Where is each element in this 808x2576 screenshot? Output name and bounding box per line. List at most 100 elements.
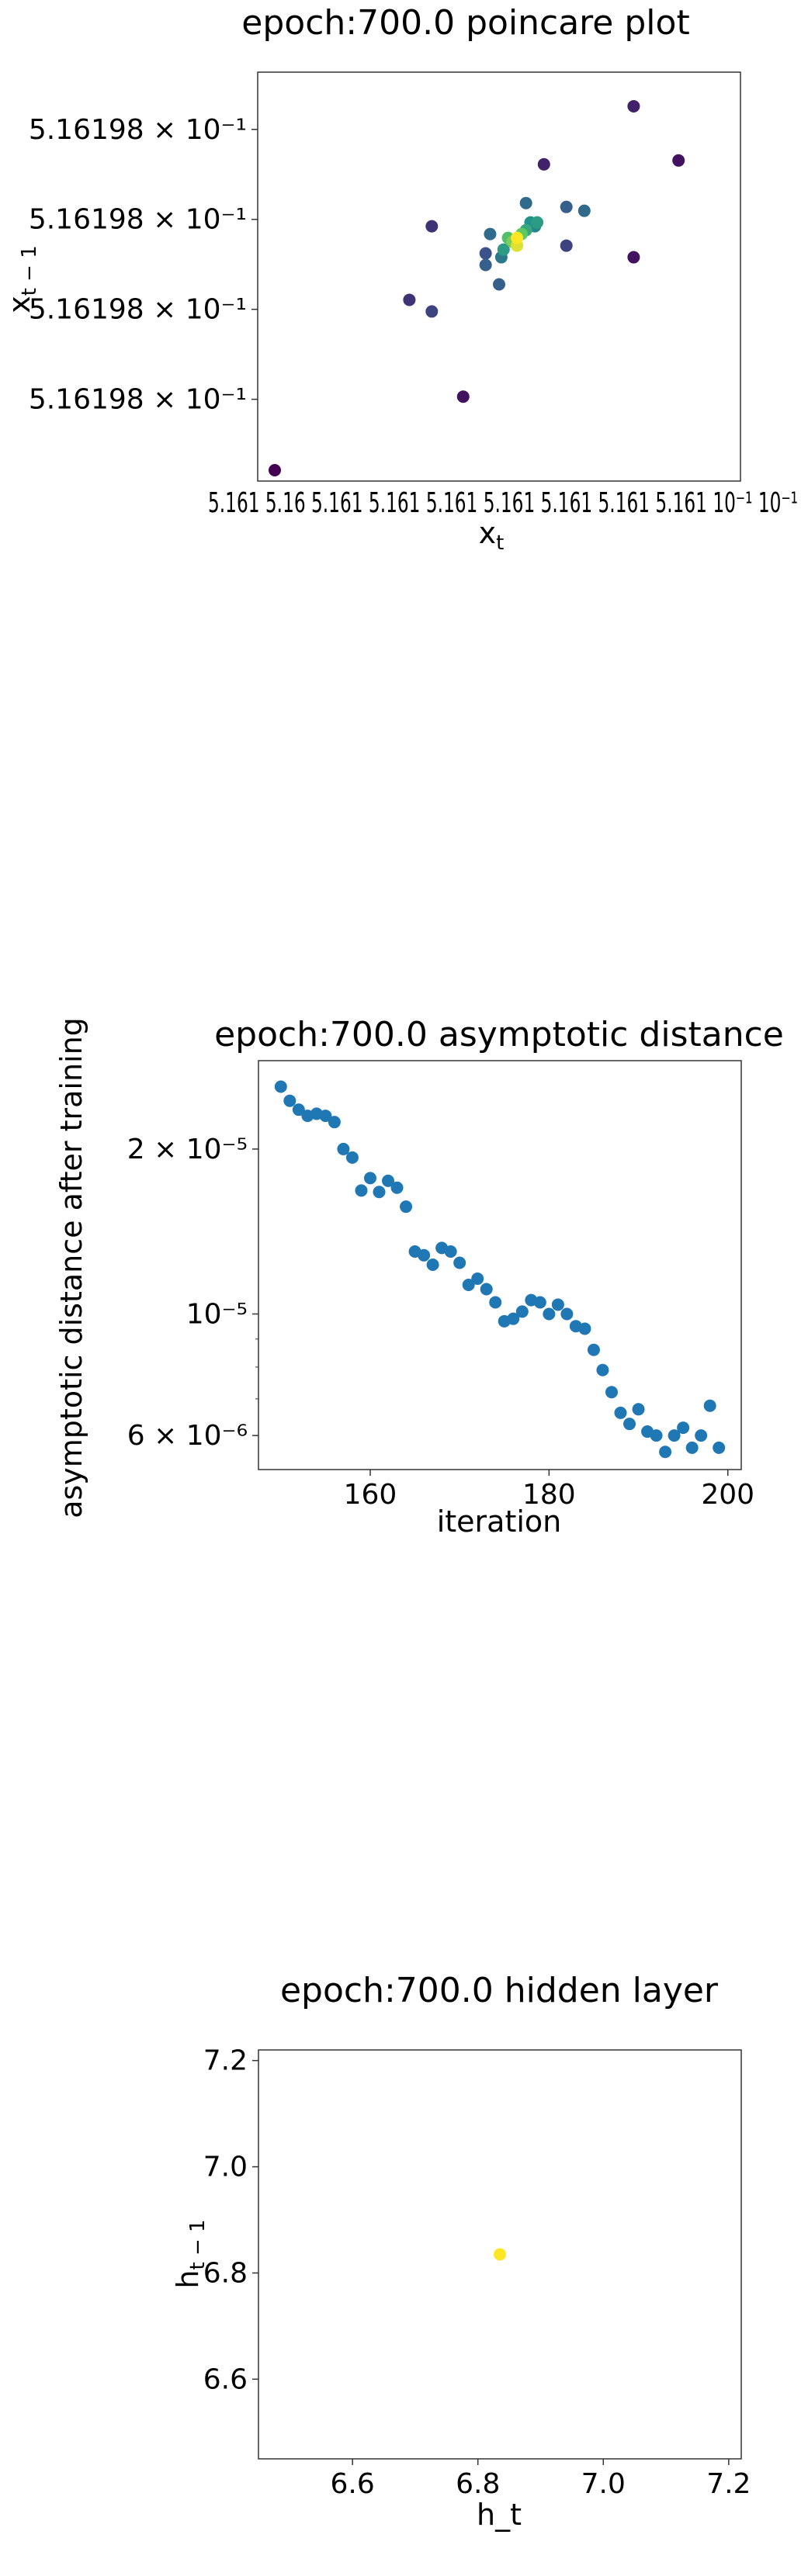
x-tick-label: 6.6 — [331, 2468, 375, 2500]
data-point — [623, 1418, 636, 1431]
data-point — [703, 1399, 716, 1412]
data-point — [479, 247, 492, 260]
chart-title: epoch:700.0 poincare plot — [241, 3, 689, 43]
data-point — [373, 1186, 386, 1199]
data-point — [533, 1296, 546, 1309]
y-axis-label-main: h — [171, 2270, 205, 2288]
x-axis-label: xt — [479, 516, 505, 555]
data-point — [489, 1296, 502, 1309]
data-point — [677, 1421, 690, 1435]
data-point — [494, 2248, 506, 2261]
data-point — [462, 1279, 475, 1292]
x-tick-labels-overlapped: 5.161 5.16 5.161 5.161 5.161 5.161 5.161… — [208, 487, 798, 519]
plot-area — [258, 1060, 742, 1470]
data-points — [274, 1080, 726, 1459]
plot-area — [258, 2049, 742, 2460]
data-point — [627, 251, 640, 264]
y-axis-label-sub: t − 1 — [18, 245, 41, 296]
chart-title: epoch:700.0 asymptotic distance — [214, 1015, 784, 1054]
x-axis-label: h_t — [477, 2498, 522, 2532]
hidden-layer-chart: epoch:700.0 hidden layer 6.6 6.8 7.0 7.2 6.… — [171, 1971, 751, 2532]
asymptotic-distance-chart: epoch:700.0 asymptotic distance 160 180 20… — [54, 1015, 784, 1539]
x-axis-ticks: 160 180 200 — [344, 1470, 754, 1511]
data-point — [685, 1441, 699, 1454]
x-tick-label: 200 — [701, 1479, 754, 1511]
data-point — [543, 1307, 556, 1321]
x-axis-ticks: 6.6 6.8 7.0 7.2 — [331, 2459, 751, 2500]
x-tick-label: 180 — [522, 1479, 576, 1511]
data-point — [511, 231, 524, 244]
y-tick-label: 5.16198 × 10⁻¹ — [29, 294, 247, 326]
data-point — [319, 1110, 332, 1123]
data-point — [456, 390, 470, 403]
y-axis-label-main: x — [2, 296, 36, 313]
data-points — [494, 2248, 506, 2261]
y-tick-label: 7.0 — [203, 2152, 248, 2183]
data-point — [390, 1181, 404, 1194]
data-point — [345, 1151, 359, 1164]
data-point — [560, 200, 573, 213]
data-point — [627, 99, 640, 113]
data-point — [292, 1103, 305, 1117]
y-axis-label-sub: t − 1 — [186, 2219, 210, 2270]
data-point — [659, 1446, 672, 1459]
y-tick-label: 6.8 — [203, 2257, 248, 2289]
data-point — [355, 1184, 368, 1197]
data-point — [497, 243, 510, 256]
x-axis-label: iteration — [437, 1504, 562, 1539]
data-point — [479, 258, 492, 272]
data-point — [418, 1248, 431, 1262]
data-point — [560, 1307, 574, 1321]
data-point — [515, 1305, 529, 1318]
data-point — [551, 1298, 564, 1311]
y-tick-label: 7.2 — [203, 2045, 248, 2077]
data-point — [695, 1429, 708, 1442]
data-point — [484, 227, 497, 241]
data-point — [382, 1174, 395, 1187]
x-tick-label: 7.0 — [581, 2468, 626, 2500]
y-tick-label: 10⁻⁵ — [186, 1298, 248, 1330]
x-tick-label: 6.8 — [456, 2468, 500, 2500]
data-point — [587, 1343, 600, 1356]
data-point — [444, 1245, 457, 1259]
data-point — [363, 1172, 376, 1185]
data-point — [269, 464, 281, 476]
data-point — [425, 305, 439, 318]
data-point — [632, 1403, 645, 1416]
data-point — [507, 1312, 520, 1325]
data-point — [537, 158, 550, 171]
svg-text:ht − 1: ht − 1 — [171, 2219, 210, 2288]
data-points — [269, 99, 685, 476]
y-tick-label: 5.16198 × 10⁻¹ — [29, 204, 247, 236]
data-point — [403, 293, 416, 306]
data-point — [328, 1116, 341, 1129]
y-tick-label: 5.16198 × 10⁻¹ — [29, 114, 247, 146]
svg-text:xt − 1: xt − 1 — [2, 245, 41, 313]
poincare-chart: epoch:700.0 poincare plot 5.16198 × 10⁻¹… — [2, 3, 798, 555]
chart-title: epoch:700.0 hidden layer — [280, 1971, 719, 2010]
y-tick-label: 5.16198 × 10⁻¹ — [29, 384, 247, 416]
data-point — [596, 1363, 609, 1376]
data-point — [605, 1386, 618, 1399]
data-point — [650, 1429, 663, 1442]
data-point — [337, 1142, 350, 1155]
y-axis-ticks: 5.16198 × 10⁻¹ 5.16198 × 10⁻¹ 5.16198 × 10… — [29, 114, 258, 416]
data-point — [471, 1272, 484, 1285]
data-point — [577, 204, 591, 217]
data-point — [274, 1080, 287, 1093]
data-point — [400, 1200, 413, 1214]
y-tick-label: 6.6 — [203, 2363, 248, 2395]
data-point — [493, 278, 505, 291]
data-point — [426, 1259, 439, 1272]
y-axis-ticks: 6.6 6.8 7.0 7.2 — [203, 2045, 258, 2395]
y-tick-label: 6 × 10⁻⁶ — [127, 1420, 248, 1452]
data-point — [713, 1441, 726, 1454]
y-axis-label: xt − 1 — [2, 245, 41, 313]
y-axis-ticks: 6 × 10⁻⁶ 10⁻⁵ 2 × 10⁻⁵ — [127, 1134, 258, 1452]
svg-text:xt: xt — [479, 516, 505, 555]
data-point — [519, 196, 532, 209]
data-point — [672, 154, 685, 167]
plot-area — [257, 71, 741, 482]
x-tick-label: 160 — [344, 1479, 397, 1511]
data-point — [614, 1406, 627, 1419]
